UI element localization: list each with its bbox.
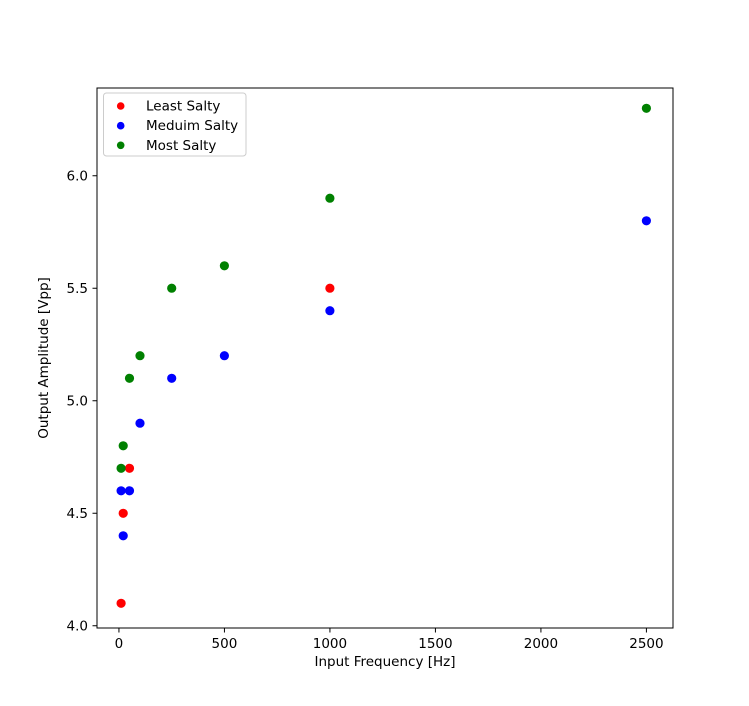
data-point [124,463,135,473]
data-point [641,103,652,113]
data-point [118,441,128,451]
legend-label-most-salty: Most Salty [146,138,216,154]
data-point [167,373,177,383]
legend-marker-most-salty [116,141,125,150]
y-tick-label: 5.5 [67,281,88,297]
x-tick-label: 2500 [629,636,663,652]
x-axis-label: Input Frequency [Hz] [314,654,455,670]
data-point [219,261,229,271]
y-tick-label: 4.5 [67,506,88,522]
data-point [135,418,145,428]
y-axis-ticks: 4.0 4.5 5.0 5.5 6.0 [67,169,97,635]
legend-box [103,92,247,157]
x-tick-label: 500 [212,636,238,652]
data-point [118,508,128,518]
x-tick-label: 1500 [418,636,452,652]
plot-area [96,87,674,629]
legend-marker-meduim-salty [116,121,125,130]
data-point [219,351,229,361]
data-point [116,486,126,496]
data-point [116,463,126,473]
data-point [124,486,135,496]
data-point [325,193,335,203]
legend-item-meduim-salty: Meduim Salty [116,118,238,134]
data-point [167,283,177,293]
data-point [116,598,126,608]
data-points [116,103,652,608]
data-point [118,531,128,541]
x-axis-ticks: 0 500 1000 1500 2000 2500 [115,628,664,652]
legend: Least Salty Meduim Salty Most Salty [103,92,247,157]
x-tick-label: 0 [115,636,124,652]
data-point [124,373,135,383]
data-point [325,283,335,293]
data-point [325,306,335,316]
y-tick-label: 5.0 [67,394,88,410]
y-tick-label: 6.0 [67,169,88,185]
legend-item-most-salty: Most Salty [116,138,216,154]
x-tick-label: 1000 [313,636,347,652]
x-tick-label: 2000 [524,636,558,652]
data-point [641,216,652,226]
legend-marker-least-salty [116,102,125,110]
legend-label-least-salty: Least Salty [146,99,220,115]
legend-label-meduim-salty: Meduim Salty [146,118,238,134]
data-point [135,351,145,361]
legend-item-least-salty: Least Salty [116,99,220,115]
y-tick-label: 4.0 [67,619,88,635]
y-axis-label: Output Amplitude [Vpp] [36,277,52,439]
